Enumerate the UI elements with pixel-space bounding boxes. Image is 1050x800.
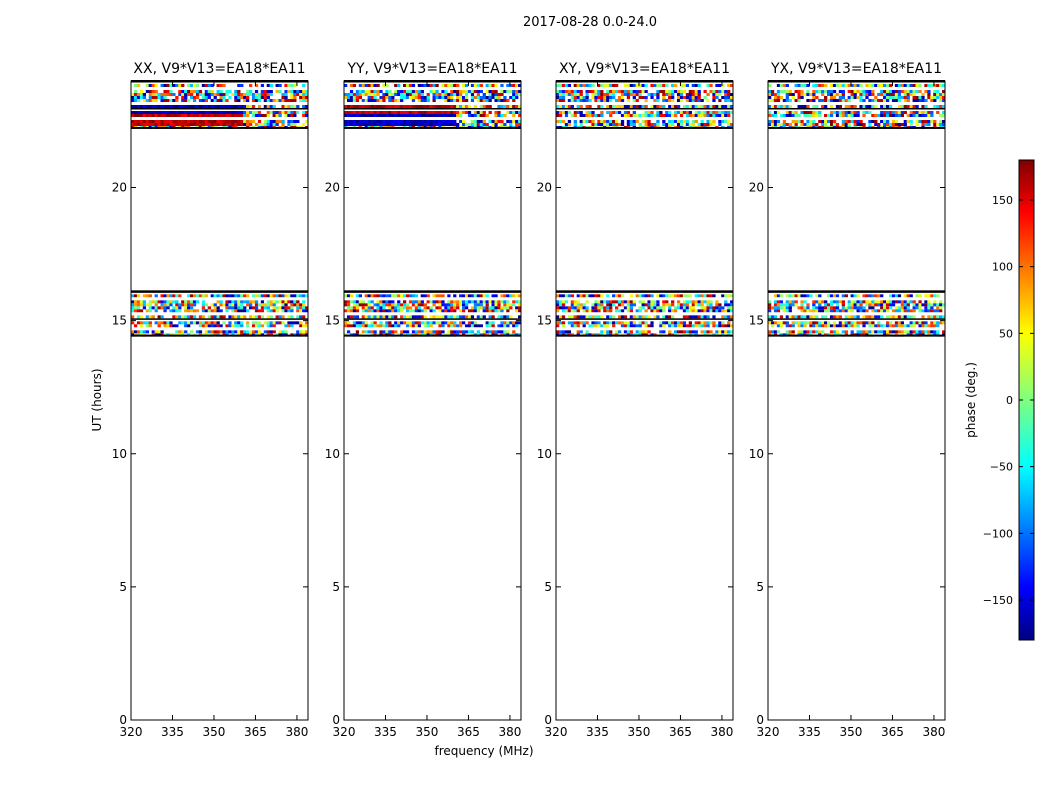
y-tick-label: 10 (112, 447, 127, 461)
x-tick-label: 380 (710, 725, 733, 739)
y-axis-label: UT (hours) (90, 368, 104, 431)
y-tick-label: 15 (537, 314, 552, 328)
y-tick-label: 15 (112, 314, 127, 328)
x-tick-label: 350 (628, 725, 651, 739)
panel-title: XY, V9*V13=EA18*EA11 (559, 61, 730, 77)
x-tick-label: 365 (669, 725, 692, 739)
y-tick-label: 20 (749, 181, 764, 195)
x-tick-label: 350 (416, 725, 439, 739)
panel-1: XX, V9*V13=EA18*EA11 320 335 350 365 380 0 5 10 1… (112, 61, 309, 739)
y-tick-label: 5 (332, 580, 340, 594)
y-tick-label: 15 (325, 314, 340, 328)
y-tick-label: 0 (756, 713, 764, 727)
x-tick-label: 335 (374, 725, 397, 739)
colorbar: −150 −100 −50 0 50 100 150 (983, 159, 1035, 641)
y-tick-label: 5 (756, 580, 764, 594)
x-tick-label: 320 (333, 725, 356, 739)
phase-data (556, 80, 734, 337)
panel-title: YX, V9*V13=EA18*EA11 (770, 61, 942, 77)
x-tick-label: 365 (457, 725, 480, 739)
x-tick-label: 380 (285, 725, 308, 739)
colorbar-tick-label: 100 (992, 261, 1013, 274)
y-tick-label: 5 (544, 580, 552, 594)
x-tick-label: 365 (244, 725, 267, 739)
x-axis-label: frequency (MHz) (434, 744, 533, 758)
x-tick-label: 365 (881, 725, 904, 739)
colorbar-tick-label: −100 (983, 527, 1013, 540)
y-tick-label: 0 (544, 713, 552, 727)
colorbar-tick-label: 0 (1006, 394, 1013, 407)
x-tick-label: 380 (498, 725, 521, 739)
x-tick-label: 350 (840, 725, 863, 739)
x-tick-label: 380 (922, 725, 945, 739)
x-tick-label: 320 (757, 725, 780, 739)
phase-data (131, 80, 309, 337)
phase-data (768, 80, 946, 337)
y-tick-label: 20 (537, 181, 552, 195)
x-tick-label: 335 (161, 725, 184, 739)
panel-title: XX, V9*V13=EA18*EA11 (133, 61, 305, 77)
plot-frame (555, 80, 734, 721)
colorbar-tick-label: −50 (990, 461, 1013, 474)
figure-title: 2017-08-28 0.0-24.0 (523, 15, 657, 30)
panel-4: YX, V9*V13=EA18*EA11 320 335 350 365 380 0 5 10 1… (749, 61, 946, 739)
y-tick-label: 5 (119, 580, 127, 594)
colorbar-tick-label: 50 (999, 327, 1013, 340)
x-tick-label: 350 (203, 725, 226, 739)
panel-2: YY, V9*V13=EA18*EA11 320 335 350 365 380 0 5 10 1… (325, 61, 522, 739)
y-tick-label: 20 (325, 181, 340, 195)
plot-frame (130, 80, 309, 721)
colorbar-tick-label: 150 (992, 194, 1013, 207)
y-tick-label: 10 (537, 447, 552, 461)
panel-title: YY, V9*V13=EA18*EA11 (346, 61, 517, 77)
x-tick-label: 320 (120, 725, 143, 739)
y-tick-label: 10 (325, 447, 340, 461)
y-tick-label: 20 (112, 181, 127, 195)
colorbar-label: phase (deg.) (964, 362, 978, 438)
phase-data (344, 80, 522, 337)
y-tick-label: 0 (332, 713, 340, 727)
y-tick-label: 0 (119, 713, 127, 727)
plot-frame (343, 80, 522, 721)
plot-frame (767, 80, 946, 721)
x-tick-label: 335 (586, 725, 609, 739)
panel-3: XY, V9*V13=EA18*EA11 320 335 350 365 380 0 5 10 1… (537, 61, 734, 739)
colorbar-tick-label: −150 (983, 594, 1013, 607)
x-tick-label: 335 (798, 725, 821, 739)
panels: XX, V9*V13=EA18*EA11 320 335 350 365 380 0 5 10 1… (112, 61, 946, 739)
y-tick-label: 10 (749, 447, 764, 461)
y-tick-label: 15 (749, 314, 764, 328)
x-tick-label: 320 (545, 725, 568, 739)
